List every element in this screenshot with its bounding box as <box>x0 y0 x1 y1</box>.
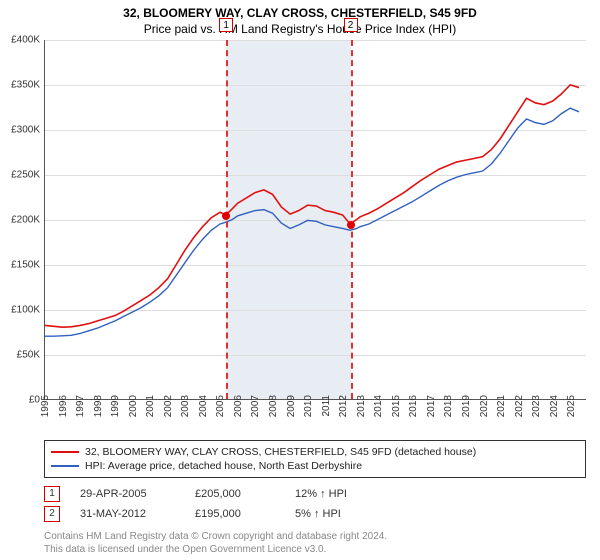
chart-subtitle: Price paid vs. HM Land Registry's House … <box>0 20 600 40</box>
x-axis-tick: 2001 <box>145 395 156 417</box>
legend-swatch-hpi <box>51 465 79 467</box>
event-marker-icon: 2 <box>344 18 358 32</box>
x-axis-tick: 2013 <box>356 395 367 417</box>
x-axis-tick: 2002 <box>163 395 174 417</box>
x-axis-tick: 2007 <box>250 395 261 417</box>
sale-point-icon <box>222 212 230 220</box>
x-axis-tick: 1998 <box>93 395 104 417</box>
event-marker-icon: 1 <box>44 486 60 502</box>
y-axis-tick: £0 <box>0 395 40 406</box>
x-axis-tick: 1996 <box>58 395 69 417</box>
legend: 32, BLOOMERY WAY, CLAY CROSS, CHESTERFIE… <box>44 440 586 478</box>
event-row: 2 31-MAY-2012 £195,000 5% ↑ HPI <box>44 504 586 524</box>
x-axis-tick: 2012 <box>338 395 349 417</box>
x-axis-tick: 2016 <box>408 395 419 417</box>
x-axis-tick: 2014 <box>373 395 384 417</box>
event-delta: 12% ↑ HPI <box>295 488 347 500</box>
legend-label-price-paid: 32, BLOOMERY WAY, CLAY CROSS, CHESTERFIE… <box>85 446 476 458</box>
legend-label-hpi: HPI: Average price, detached house, Nort… <box>85 460 362 472</box>
x-axis-tick: 2009 <box>286 395 297 417</box>
y-axis-tick: £350K <box>0 80 40 91</box>
y-axis-tick: £300K <box>0 125 40 136</box>
chart-title: 32, BLOOMERY WAY, CLAY CROSS, CHESTERFIE… <box>0 0 600 20</box>
x-axis-tick: 2024 <box>549 395 560 417</box>
x-axis-tick: 2011 <box>321 395 332 417</box>
event-row: 1 29-APR-2005 £205,000 12% ↑ HPI <box>44 484 586 504</box>
chart-area: 12 £0£50K£100K£150K£200K£250K£300K£350K£… <box>44 40 586 400</box>
series-price-paid <box>45 85 579 327</box>
line-chart-svg <box>45 40 586 399</box>
footer-line: This data is licensed under the Open Gov… <box>44 543 586 556</box>
sale-point-icon <box>347 221 355 229</box>
x-axis-tick: 2004 <box>198 395 209 417</box>
event-date: 29-APR-2005 <box>80 488 175 500</box>
x-axis-tick: 2021 <box>496 395 507 417</box>
event-marker-icon: 2 <box>44 506 60 522</box>
x-axis-tick: 1999 <box>110 395 121 417</box>
y-axis-tick: £250K <box>0 170 40 181</box>
x-axis-tick: 2005 <box>215 395 226 417</box>
x-axis-tick: 2017 <box>426 395 437 417</box>
y-axis-tick: £200K <box>0 215 40 226</box>
event-list: 1 29-APR-2005 £205,000 12% ↑ HPI 2 31-MA… <box>44 484 586 524</box>
plot: 12 <box>44 40 586 400</box>
event-price: £195,000 <box>195 508 275 520</box>
event-delta: 5% ↑ HPI <box>295 508 341 520</box>
x-axis-tick: 2003 <box>180 395 191 417</box>
footer: Contains HM Land Registry data © Crown c… <box>44 530 586 556</box>
x-axis-tick: 1997 <box>75 395 86 417</box>
legend-swatch-price-paid <box>51 451 79 453</box>
x-axis-tick: 2020 <box>479 395 490 417</box>
x-axis-tick: 2023 <box>531 395 542 417</box>
x-axis-tick: 2019 <box>461 395 472 417</box>
x-axis-tick: 2022 <box>514 395 525 417</box>
event-marker-icon: 1 <box>219 18 233 32</box>
footer-line: Contains HM Land Registry data © Crown c… <box>44 530 586 543</box>
event-date: 31-MAY-2012 <box>80 508 175 520</box>
y-axis-tick: £150K <box>0 260 40 271</box>
x-axis-tick: 2010 <box>303 395 314 417</box>
event-price: £205,000 <box>195 488 275 500</box>
x-axis-tick: 2015 <box>391 395 402 417</box>
x-axis-tick: 2000 <box>128 395 139 417</box>
x-axis-tick: 2025 <box>566 395 577 417</box>
y-axis-tick: £100K <box>0 305 40 316</box>
x-axis-tick: 2006 <box>233 395 244 417</box>
x-axis-tick: 2018 <box>443 395 454 417</box>
x-axis-tick: 2008 <box>268 395 279 417</box>
x-axis-tick: 1995 <box>40 395 51 417</box>
y-axis-tick: £400K <box>0 35 40 46</box>
series-hpi <box>45 108 579 336</box>
y-axis-tick: £50K <box>0 350 40 361</box>
